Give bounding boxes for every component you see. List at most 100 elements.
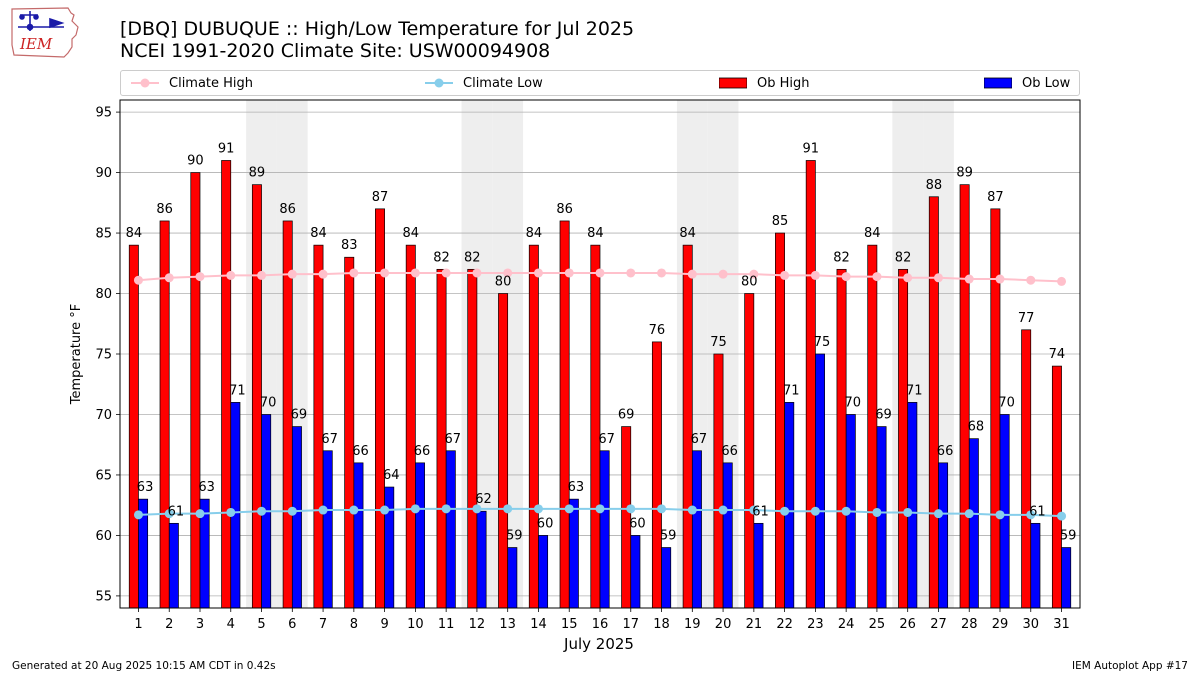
ob-low-bar-day-9 bbox=[384, 486, 395, 609]
ob-low-label-day-7: 67 bbox=[321, 432, 338, 447]
climate-high-point-day-25 bbox=[872, 272, 882, 282]
ob-low-bar-day-18 bbox=[661, 547, 672, 609]
climate-low-point-day-15 bbox=[564, 504, 574, 514]
ob-low-bar-day-28 bbox=[968, 438, 979, 609]
climate-low-point-day-17 bbox=[626, 504, 636, 514]
climate-high-point-day-14 bbox=[533, 268, 543, 278]
climate-high-point-day-19 bbox=[687, 269, 697, 279]
ob-high-bar-day-20 bbox=[713, 353, 724, 609]
ob-low-label-day-13: 59 bbox=[506, 529, 523, 544]
ob-high-label-day-12: 82 bbox=[464, 250, 481, 265]
iem-logo: IEM bbox=[11, 7, 79, 58]
ob-low-label-day-6: 69 bbox=[291, 408, 308, 423]
y-tick-label-55: 55 bbox=[95, 589, 112, 604]
ob-high-bar-day-23 bbox=[805, 160, 816, 609]
climate-low-point-day-2 bbox=[164, 509, 174, 519]
legend-item-ob-high: Ob High bbox=[719, 71, 810, 95]
ob-high-label-day-6: 86 bbox=[279, 202, 296, 217]
climate-low-point-day-3 bbox=[195, 509, 205, 519]
climate-low-point-day-16 bbox=[595, 504, 605, 514]
climate-high-point-day-4 bbox=[226, 270, 236, 280]
ob-low-bar-day-15 bbox=[568, 498, 579, 609]
ob-high-bar-day-26 bbox=[898, 268, 909, 609]
climate-low-point-day-20 bbox=[718, 505, 728, 515]
ob-low-bar-day-20 bbox=[722, 462, 733, 609]
x-tick-label-9: 9 bbox=[380, 617, 388, 632]
ob-high-label-day-5: 89 bbox=[249, 166, 266, 181]
ob-high-label-day-26: 82 bbox=[895, 250, 912, 265]
ob-high-bar-day-8 bbox=[344, 256, 355, 609]
x-axis-label: July 2025 bbox=[563, 635, 634, 653]
climate-high-point-day-8 bbox=[349, 268, 359, 278]
ob-high-label-day-2: 86 bbox=[156, 202, 173, 217]
climate-low-point-day-12 bbox=[472, 504, 482, 514]
ob-low-label-day-5: 70 bbox=[260, 395, 277, 410]
climate-low-point-day-27 bbox=[933, 509, 943, 519]
climate-high-point-day-28 bbox=[964, 274, 974, 284]
climate-low-point-day-8 bbox=[349, 505, 359, 515]
ob-low-label-day-21: 61 bbox=[752, 504, 769, 519]
ob-low-bar-day-6 bbox=[291, 426, 302, 609]
climate-high-point-day-27 bbox=[933, 273, 943, 283]
ob-low-label-day-10: 66 bbox=[414, 444, 431, 459]
x-tick-label-29: 29 bbox=[992, 617, 1009, 632]
climate-low-point-day-14 bbox=[533, 504, 543, 514]
ob-low-label-day-20: 66 bbox=[721, 444, 738, 459]
ob-high-label-day-3: 90 bbox=[187, 154, 204, 169]
climate-low-point-day-21 bbox=[749, 505, 759, 515]
ob-low-label-day-12: 62 bbox=[475, 492, 492, 507]
ob-high-label-day-16: 84 bbox=[587, 226, 604, 241]
x-tick-label-20: 20 bbox=[715, 617, 732, 632]
ob-low-bar-day-13 bbox=[507, 547, 518, 609]
climate-high-point-day-11 bbox=[441, 268, 451, 278]
climate-high-point-day-16 bbox=[595, 268, 605, 278]
x-tick-label-27: 27 bbox=[930, 617, 947, 632]
ob-high-label-day-8: 83 bbox=[341, 238, 358, 253]
ob-high-label-day-17: 69 bbox=[618, 408, 635, 423]
climate-low-point-day-29 bbox=[995, 510, 1005, 520]
app-credit: IEM Autoplot App #17 bbox=[1072, 660, 1188, 672]
x-tick-label-15: 15 bbox=[561, 617, 578, 632]
climate-high-point-day-9 bbox=[380, 268, 390, 278]
x-tick-label-1: 1 bbox=[134, 617, 142, 632]
ob-low-label-day-24: 70 bbox=[844, 395, 861, 410]
x-tick-label-4: 4 bbox=[227, 617, 235, 632]
x-tick-label-21: 21 bbox=[746, 617, 763, 632]
climate-low-point-day-30 bbox=[1026, 510, 1036, 520]
ob-high-bar-day-22 bbox=[775, 232, 785, 609]
y-tick-label-80: 80 bbox=[95, 287, 112, 302]
climate-high-point-day-12 bbox=[472, 268, 482, 278]
climate-high-point-day-26 bbox=[903, 273, 913, 283]
plot-frame bbox=[119, 99, 1081, 609]
ob-low-label-day-15: 63 bbox=[568, 480, 585, 495]
x-tick-label-28: 28 bbox=[961, 617, 978, 632]
y-tick-label-70: 70 bbox=[95, 408, 112, 423]
ob-low-label-day-11: 67 bbox=[444, 432, 461, 447]
x-tick-label-18: 18 bbox=[653, 617, 670, 632]
ob-high-bar-day-10 bbox=[405, 244, 416, 609]
ob-high-bar-day-25 bbox=[867, 244, 878, 609]
ob-high-label-day-13: 80 bbox=[495, 275, 512, 290]
ob-high-bar-day-3 bbox=[190, 172, 201, 609]
climate-high-point-day-20 bbox=[718, 269, 728, 279]
climate-high-point-day-21 bbox=[749, 269, 759, 279]
x-tick-label-26: 26 bbox=[899, 617, 916, 632]
climate-low-point-day-28 bbox=[964, 509, 974, 519]
ob-high-label-day-14: 84 bbox=[526, 226, 543, 241]
climate-high-point-day-13 bbox=[503, 268, 513, 278]
ob-high-bar-day-30 bbox=[1021, 329, 1032, 609]
legend-label-ob-high: Ob High bbox=[757, 75, 810, 91]
climate-high-point-day-18 bbox=[657, 268, 667, 278]
ob-high-label-day-11: 82 bbox=[433, 250, 450, 265]
legend-item-climate-low: Climate Low bbox=[425, 71, 543, 95]
y-axis-label: Temperature °F bbox=[69, 304, 84, 405]
ob-low-bar-day-19 bbox=[691, 450, 702, 609]
ob-high-bar-day-27 bbox=[928, 196, 939, 609]
x-tick-label-8: 8 bbox=[350, 617, 358, 632]
ob-high-label-day-28: 89 bbox=[956, 166, 973, 181]
ob-low-bar-day-21 bbox=[753, 522, 764, 609]
ob-low-label-day-14: 60 bbox=[537, 516, 554, 531]
ob-high-bar-day-28 bbox=[959, 184, 970, 609]
ob-high-bar-day-15 bbox=[559, 220, 570, 609]
ob-high-label-day-4: 91 bbox=[218, 141, 235, 156]
